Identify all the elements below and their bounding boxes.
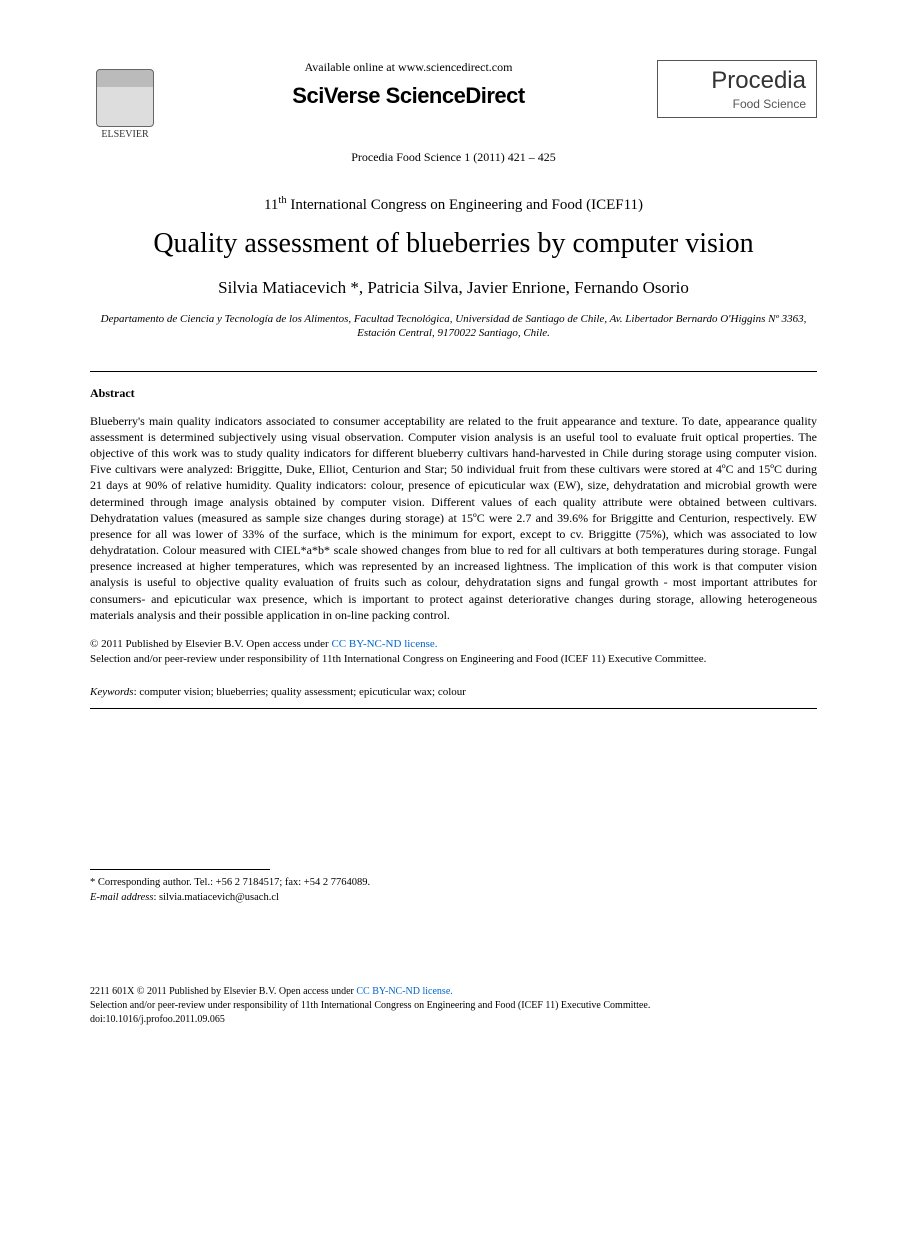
procedia-logo-box: Procedia Food Science [657, 60, 817, 118]
email-address: : silvia.matiacevich@usach.cl [153, 892, 278, 903]
paper-title: Quality assessment of blueberries by com… [90, 228, 817, 260]
keywords-line: Keywords: computer vision; blueberries; … [90, 686, 817, 698]
footer-open-access-label: Open access under [279, 986, 356, 997]
open-access-label: Open access under [246, 638, 331, 650]
footer-line1-prefix: 2211 601X © 2011 Published by Elsevier B… [90, 986, 279, 997]
footnote-separator [90, 869, 270, 870]
journal-page: ELSEVIER Available online at www.science… [0, 0, 907, 1067]
email-line: E-mail address: silvia.matiacevich@usach… [90, 891, 817, 906]
procedia-title: Procedia [668, 69, 806, 93]
email-label: E-mail address [90, 892, 153, 903]
footer-line2: Selection and/or peer-review under respo… [90, 1000, 650, 1011]
corresponding-author: * Corresponding author. Tel.: +56 2 7184… [90, 876, 817, 891]
license-link[interactable]: CC BY-NC-ND license. [331, 638, 437, 650]
elsevier-tree-icon [96, 69, 154, 127]
copyright-line1-prefix: © 2011 Published by Elsevier B.V. [90, 638, 246, 650]
footnote-block: * Corresponding author. Tel.: +56 2 7184… [90, 876, 817, 905]
authors-line: Silvia Matiacevich *, Patricia Silva, Ja… [90, 278, 817, 298]
copyright-line2: Selection and/or peer-review under respo… [90, 653, 706, 665]
keywords-text: : computer vision; blueberries; quality … [134, 686, 466, 698]
journal-reference: Procedia Food Science 1 (2011) 421 – 425 [90, 150, 817, 165]
procedia-subtitle: Food Science [668, 97, 806, 111]
sciencedirect-label: ScienceDirect [386, 83, 525, 108]
conference-suffix: International Congress on Engineering an… [287, 197, 643, 213]
abstract-heading: Abstract [90, 386, 817, 401]
elsevier-label: ELSEVIER [101, 129, 148, 140]
copyright-block: © 2011 Published by Elsevier B.V. Open a… [90, 637, 817, 668]
sciverse-brand: SciVerse ScienceDirect [170, 83, 647, 109]
conference-ordinal: th [278, 195, 286, 206]
header-row: ELSEVIER Available online at www.science… [90, 60, 817, 140]
conference-line: 11th International Congress on Engineeri… [90, 195, 817, 214]
divider-after-keywords [90, 708, 817, 709]
conference-prefix: 11 [264, 197, 278, 213]
divider-top [90, 371, 817, 372]
available-online-text: Available online at www.sciencedirect.co… [170, 60, 647, 75]
footer-doi: doi:10.1016/j.profoo.2011.09.065 [90, 1014, 225, 1025]
affiliation: Departamento de Ciencia y Tecnología de … [90, 312, 817, 341]
keywords-label: Keywords [90, 686, 134, 698]
center-header: Available online at www.sciencedirect.co… [160, 60, 657, 109]
elsevier-logo: ELSEVIER [90, 60, 160, 140]
page-footer: 2211 601X © 2011 Published by Elsevier B… [90, 985, 817, 1027]
abstract-body: Blueberry's main quality indicators asso… [90, 413, 817, 623]
footer-license-link[interactable]: CC BY-NC-ND license. [356, 986, 452, 997]
sciverse-prefix: SciVerse [292, 83, 385, 108]
